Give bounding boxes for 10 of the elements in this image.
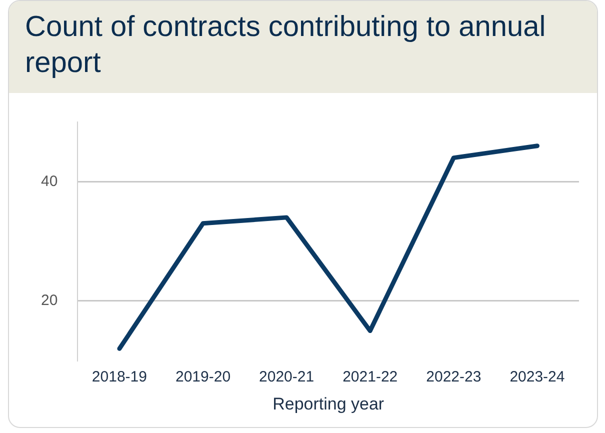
x-tick-label: 2022-23 <box>426 368 482 386</box>
x-axis-title: Reporting year <box>272 394 384 414</box>
x-tick-label: 2023-24 <box>510 368 565 386</box>
x-tick-label: 2021-22 <box>342 368 398 386</box>
y-tick-label: 20 <box>40 292 58 310</box>
y-tick-label: 40 <box>40 172 58 190</box>
chart-title: Count of contracts contributing to annual report <box>9 1 597 93</box>
x-tick-label: 2020-21 <box>259 368 314 386</box>
x-tick-label: 2018-19 <box>92 368 147 386</box>
x-tick-label: 2019-20 <box>175 368 231 386</box>
